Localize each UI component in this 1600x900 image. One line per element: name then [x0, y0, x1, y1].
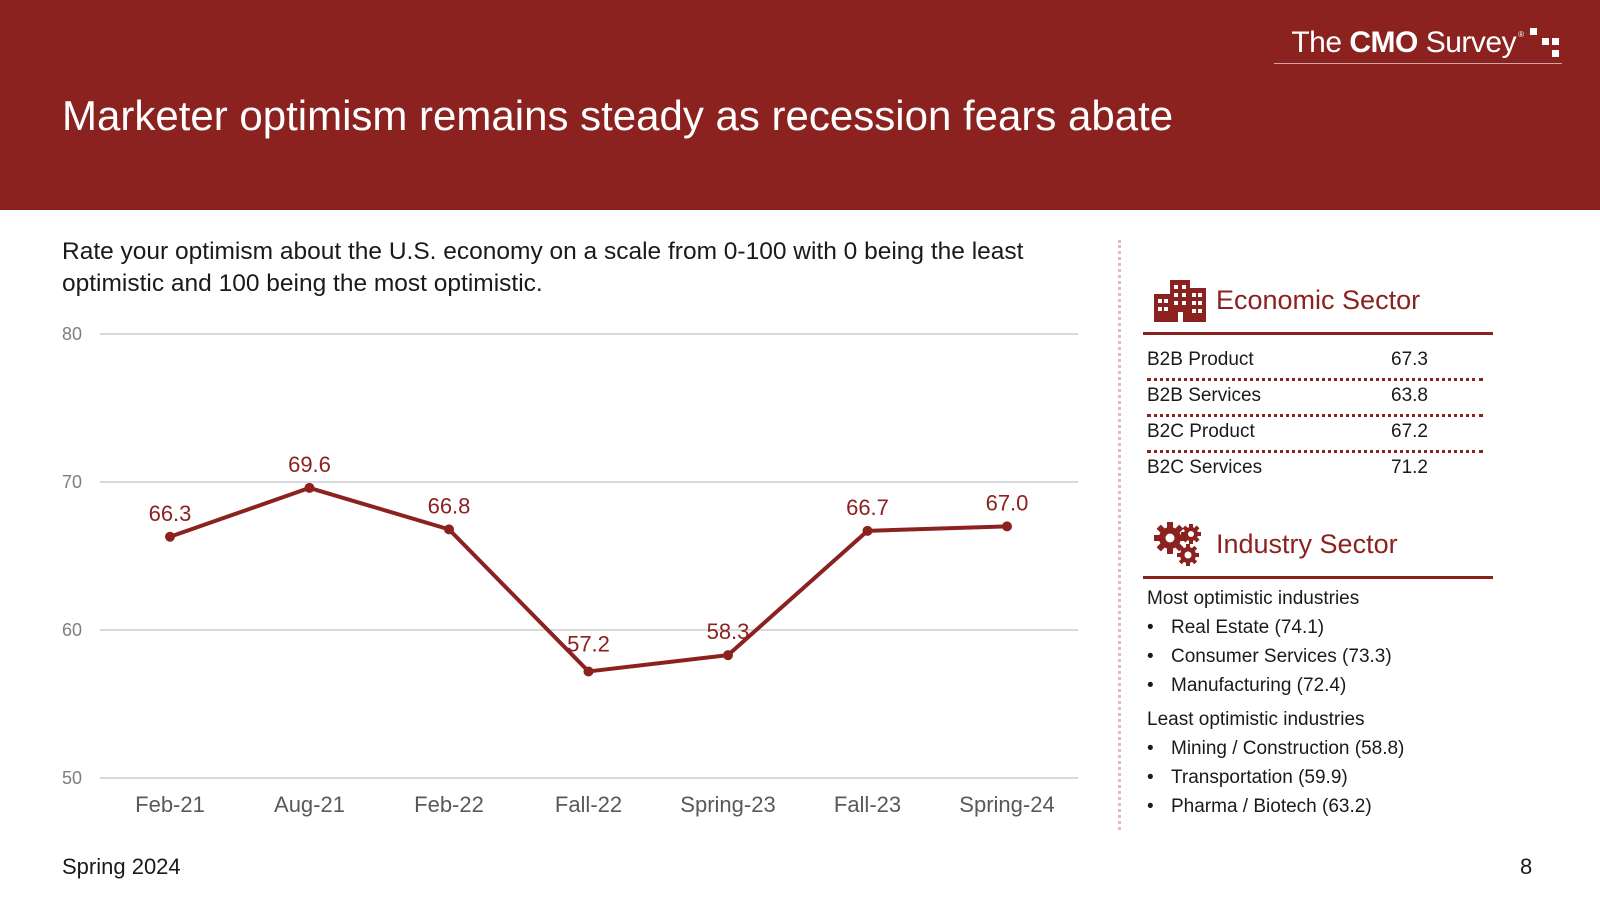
x-tick-label: Spring-23 — [680, 792, 775, 817]
economic-row: B2B Product 67.3 — [1147, 342, 1483, 381]
x-tick-label: Fall-23 — [834, 792, 901, 817]
economic-row: B2B Services 63.8 — [1147, 378, 1483, 417]
data-label: 67.0 — [986, 490, 1029, 515]
list-item: • Consumer Services (73.3) — [1147, 646, 1392, 668]
registered-mark: ® — [1518, 30, 1524, 39]
page-number: 8 — [1520, 854, 1533, 879]
industry-item: Real Estate (74.1) — [1171, 617, 1325, 638]
header-banner: The CMO Survey ® Marketer optimism remai… — [0, 0, 1600, 210]
bullet: • — [1147, 767, 1154, 788]
data-point — [165, 531, 175, 542]
list-item: • Manufacturing (72.4) — [1147, 675, 1346, 697]
economic-row-name: B2C Product — [1147, 421, 1255, 442]
data-label: 66.3 — [149, 501, 192, 526]
x-tick-label: Feb-22 — [414, 792, 484, 817]
industry-item: Pharma / Biotech (63.2) — [1171, 796, 1372, 817]
list-item: • Real Estate (74.1) — [1147, 617, 1324, 639]
logo-underline — [1274, 63, 1562, 64]
least-optimistic-label: Least optimistic industries — [1147, 709, 1365, 730]
industry-sector-rule — [1143, 576, 1493, 579]
buildings-icon — [1154, 280, 1206, 322]
optimism-line-chart: 50 60 70 80 Feb-21 Aug-21 Feb-22 Fall-22 Spring-… — [62, 324, 1078, 817]
x-tick-label: Fall-22 — [555, 792, 622, 817]
section-divider — [1118, 240, 1121, 830]
economic-row-value: 63.8 — [1391, 385, 1428, 406]
economic-sector-title: Economic Sector — [1216, 284, 1421, 315]
footer-edition: Spring 2024 — [62, 854, 181, 879]
gears-icon — [1154, 522, 1201, 566]
page-title: Marketer optimism remains steady as rece… — [62, 92, 1174, 139]
data-point — [862, 525, 873, 536]
data-point — [1002, 521, 1012, 532]
economic-row-value: 67.2 — [1391, 421, 1428, 442]
logo-text: The CMO Survey — [1291, 26, 1517, 59]
economic-row: B2C Product 67.2 — [1147, 414, 1483, 453]
cmo-survey-logo: The CMO Survey ® — [1291, 26, 1562, 66]
list-item: • Mining / Construction (58.8) — [1147, 738, 1404, 760]
list-item: • Transportation (59.9) — [1147, 767, 1348, 789]
economic-row-name: B2C Services — [1147, 457, 1263, 478]
economic-row: B2C Services 71.2 — [1147, 450, 1483, 486]
industry-sector-title: Industry Sector — [1216, 528, 1398, 559]
industry-item: Transportation (59.9) — [1171, 767, 1348, 788]
data-point — [583, 666, 594, 677]
bullet: • — [1147, 646, 1154, 667]
y-tick-label: 70 — [62, 472, 82, 492]
most-optimistic-label: Most optimistic industries — [1147, 588, 1360, 609]
data-point — [723, 650, 733, 661]
industry-item: Mining / Construction (58.8) — [1171, 738, 1405, 759]
economic-row-value: 71.2 — [1391, 457, 1428, 478]
data-point — [304, 482, 315, 493]
data-label: 66.8 — [428, 493, 471, 518]
bullet: • — [1147, 796, 1154, 817]
y-tick-label: 80 — [62, 324, 82, 344]
economic-sector-rule — [1143, 332, 1493, 335]
economic-row-value: 67.3 — [1391, 349, 1428, 370]
industry-sector-header: Industry Sector — [1152, 520, 1398, 568]
industry-item: Consumer Services (73.3) — [1171, 646, 1392, 667]
economic-row-name: B2B Product — [1147, 349, 1254, 370]
economic-sector-header: Economic Sector — [1152, 278, 1420, 322]
bullet: • — [1147, 617, 1154, 638]
data-label: 58.3 — [707, 619, 750, 644]
data-label: 57.2 — [567, 631, 610, 656]
data-label: 66.7 — [846, 495, 889, 520]
economic-row-name: B2B Services — [1147, 385, 1262, 406]
logo-squares-icon — [1530, 26, 1562, 62]
x-tick-label: Aug-21 — [274, 792, 345, 817]
bullet: • — [1147, 675, 1154, 696]
x-tick-label: Spring-24 — [959, 792, 1054, 817]
data-point — [444, 524, 454, 535]
list-item: • Pharma / Biotech (63.2) — [1147, 796, 1372, 818]
survey-question: Rate your optimism about the U.S. econom… — [62, 238, 1024, 297]
bullet: • — [1147, 738, 1154, 759]
y-tick-label: 50 — [62, 768, 82, 788]
industry-item: Manufacturing (72.4) — [1171, 675, 1347, 696]
x-tick-label: Feb-21 — [135, 792, 205, 817]
data-label: 69.6 — [288, 452, 331, 477]
y-tick-label: 60 — [62, 620, 82, 640]
